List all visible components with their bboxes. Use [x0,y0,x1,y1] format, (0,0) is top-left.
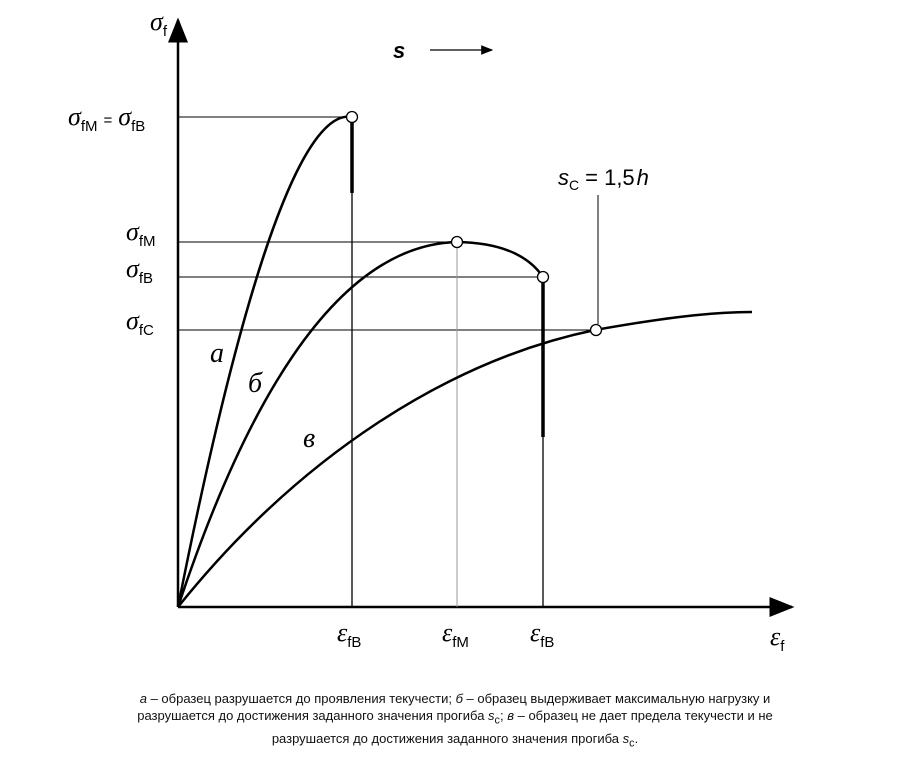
point [345,110,359,124]
stress-label: σfC [126,306,154,339]
sc-label: sC = 1,5h [558,165,649,193]
caption-part: s [488,708,495,723]
caption-part: . [634,730,639,746]
caption-part: б [455,691,463,706]
curve-b [176,240,545,608]
caption-part: – образец разрушается до проявления теку… [146,691,456,706]
caption-part: c [494,714,500,727]
curve-label: б [248,368,263,399]
caption-part: ; [499,708,508,723]
curve-label: а [210,338,224,369]
strain-label: εfB [530,618,554,651]
caption-part: s [622,730,630,746]
strain-label: εfB [337,618,361,651]
caption-part: – образец не дает предела текучести и не… [271,708,773,746]
point [589,323,603,337]
direction-label: s [393,38,405,63]
point [450,235,464,249]
curve-c [177,310,753,608]
caption-part: в [507,708,514,723]
curve-a [176,115,353,608]
x-axis-label: εf [770,622,785,655]
y-axis-label: σf [150,7,168,40]
stress-label: σfM = σfB [68,102,145,135]
strain-label: εfM [442,618,469,651]
stress-label: σfM [126,217,156,250]
point [536,270,550,284]
diagram: σf εf s σfM = σfB σfM σfB σfC εfB εfM εfB … [68,7,795,655]
caption-part: а [139,691,147,706]
caption-part: c [629,737,635,750]
curve-label: в [303,423,315,454]
caption-part: – образец выдерживает максимальную нагру… [137,691,771,723]
stress-label: σfB [126,254,153,287]
caption: а – образец разрушается до проявления те… [110,690,800,752]
